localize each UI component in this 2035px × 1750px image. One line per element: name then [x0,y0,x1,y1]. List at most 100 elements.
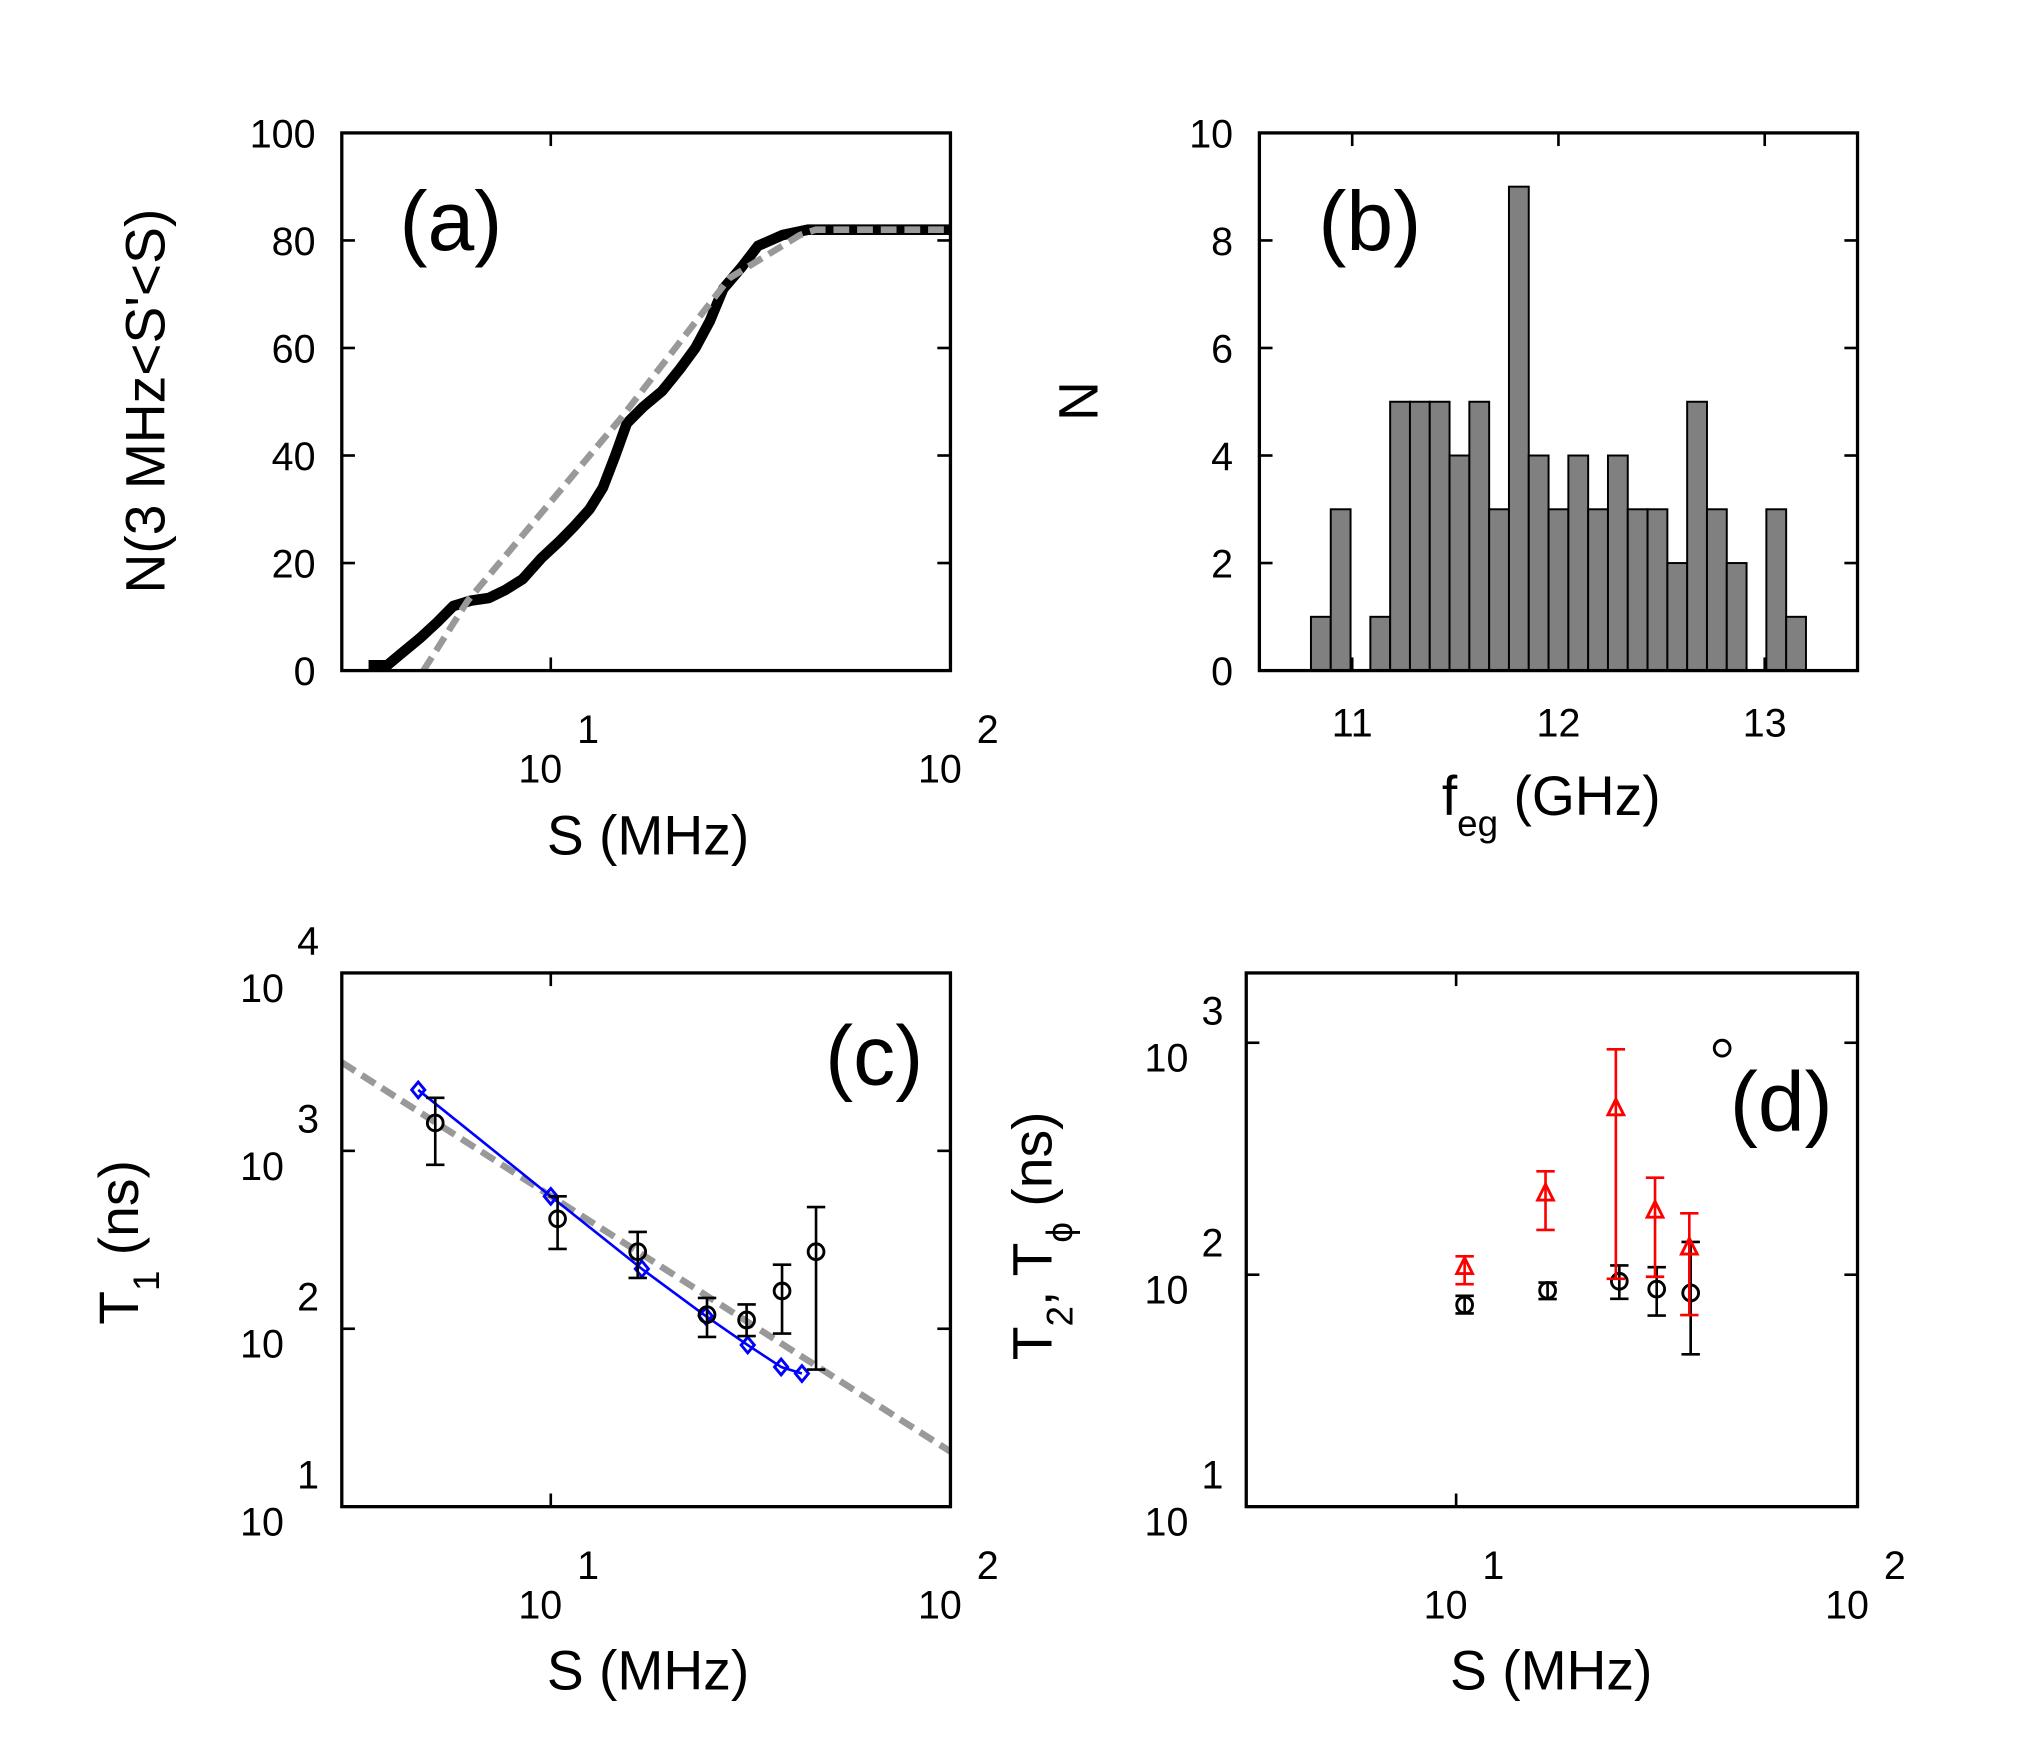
axes-box [340,131,953,673]
error-bar [806,1205,826,1371]
label-part: 2 [1039,1306,1080,1326]
panel: 11 12 13 0 2 4 6 8 10 (b) [1189,112,1860,745]
bar [1587,508,1609,672]
y-tick-label: 6 [1211,327,1233,371]
marker [542,1186,560,1207]
label-part: N [1048,381,1110,421]
marker [425,1113,445,1133]
label-part: (ns) [1002,1112,1064,1222]
marker [793,1363,811,1384]
marker [697,1305,717,1325]
bar [1428,400,1451,672]
x-tick-label: 10 [918,747,962,791]
y-tick-exponent: 3 [297,1097,319,1141]
bar [1567,454,1590,672]
bar [1408,400,1431,672]
error-bar [548,1195,567,1251]
x-tick-exponent: 1 [577,1544,599,1588]
y-tick-label: 20 [272,543,316,587]
label-part: S (MHz) [1450,1639,1652,1701]
y-tick-label: 0 [1211,650,1233,694]
x-tick-label: 12 [1537,701,1581,745]
x-tick-exponent: 1 [577,708,599,752]
y-axis-label: T2, Tϕ (ns) [1002,1112,1081,1361]
y-tick-label: 10 [240,1323,284,1367]
error-bar [1610,1264,1629,1301]
y-tick-label: 10 [240,1145,284,1189]
y-tick-label: 40 [272,435,316,479]
marker [739,1334,757,1356]
bar [1725,562,1748,672]
marker [806,1242,826,1262]
x-tick-exponent: 2 [1884,1544,1906,1588]
marker [1535,1181,1556,1202]
y-tick-exponent: 1 [297,1453,319,1497]
panel: 10 1 10 2 10 1 10 2 10 3 (d) [1145,971,1906,1627]
y-tick-exponent: 3 [1202,989,1224,1033]
label-part: (ns) [88,1160,150,1270]
marker [772,1356,790,1378]
bar [1646,508,1669,672]
x-tick-label: 10 [918,1583,962,1627]
error-bar [1647,1265,1666,1317]
y-tick-label: 4 [1211,435,1233,479]
x-tick-label: 10 [518,1583,562,1627]
marker [548,1209,567,1229]
marker [1454,1254,1475,1275]
x-tick-label: 11 [1332,701,1373,745]
x-tick-label: 10 [1424,1583,1468,1627]
x-tick-label: 10 [1825,1583,1869,1627]
marker [1679,1235,1700,1256]
bar [1369,615,1392,672]
marker [409,1079,427,1101]
y-tick-exponent: 2 [297,1275,319,1319]
x-tick-exponent: 2 [977,708,999,752]
bar [1389,400,1411,672]
bar [1547,508,1570,672]
panel-label: (b) [1318,174,1421,268]
bar [1527,454,1550,672]
y-tick-exponent: 4 [297,920,319,964]
x-tick-label: 10 [518,747,562,791]
bar [1507,185,1530,672]
label-part: 1 [126,1271,167,1291]
error-bar [1645,1176,1665,1279]
y-tick-exponent: 1 [1202,1453,1224,1497]
marker [1609,1271,1629,1291]
y-tick-label: 60 [272,327,316,371]
bar [1329,508,1352,672]
label-part: N(3 MHz<S'<S) [114,209,176,594]
y-tick-label: 100 [250,112,316,156]
x-axis-label: S (MHz) [547,805,749,867]
marker [1644,1198,1666,1219]
bar [1468,400,1491,672]
marker [1681,1283,1701,1303]
y-tick-label: 10 [1145,1037,1189,1081]
label-part: , T [1002,1243,1064,1306]
x-tick-exponent: 2 [977,1544,999,1588]
y-tick-label: 10 [1145,1269,1189,1313]
bar [1765,508,1788,672]
bar [1785,615,1807,672]
axes-box [340,971,953,1509]
y-tick-label: 10 [240,967,284,1011]
bar [1488,508,1510,672]
marker [1647,1279,1667,1299]
label-part: T [1002,1326,1064,1360]
label-part: ϕ [1039,1222,1080,1243]
error-bar [628,1230,647,1280]
label-part: S (MHz) [547,1639,749,1701]
label-part: (GHz) [1498,765,1661,827]
x-tick-label: 13 [1743,701,1787,745]
marker [737,1310,756,1330]
panel-label: (c) [825,1009,923,1103]
x-tick-exponent: 1 [1482,1544,1504,1588]
marker [1605,1095,1627,1117]
bar [1606,454,1629,672]
marker [1455,1295,1474,1315]
bar [1705,508,1728,672]
marker [1538,1281,1557,1300]
